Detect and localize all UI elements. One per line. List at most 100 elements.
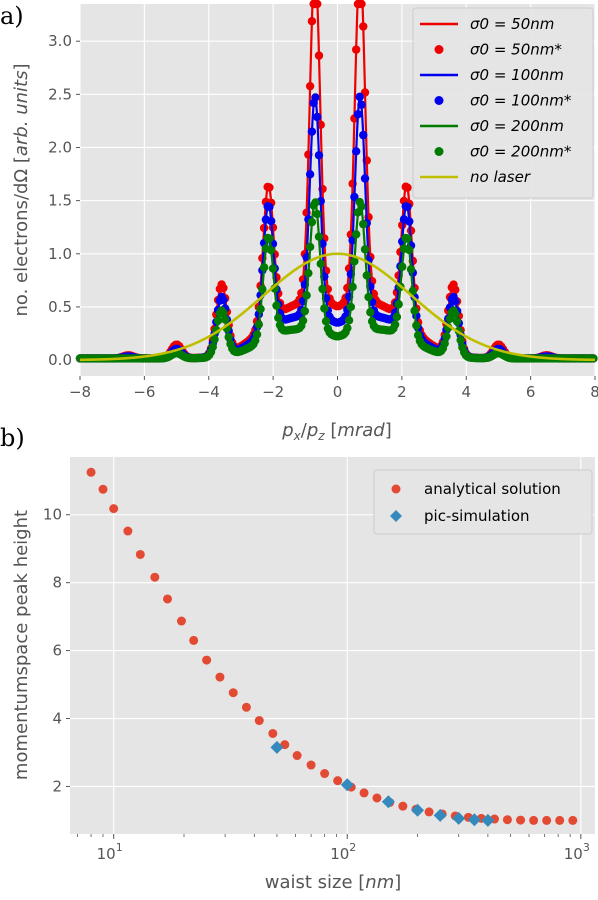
panel-b-y-label: momentumspace peak height	[11, 510, 32, 780]
panel-a-legend-marker	[434, 147, 444, 156]
panel-b-analytical-point	[135, 549, 145, 559]
panel-a-x-tick-label: −6	[133, 383, 155, 401]
panel-a-y-tick-label: 3.0	[48, 32, 72, 50]
panel-a-x-tick-label: 8	[590, 383, 598, 401]
panel-a-legend-label: σ0 = 100nm	[470, 66, 564, 84]
panel-b-y-tick-label: 6	[52, 642, 62, 660]
panel-a-data	[75, 0, 598, 363]
panel-b-analytical-point	[555, 815, 565, 825]
panel-b-analytical-point	[86, 467, 96, 477]
panel-b-y-tick-label: 8	[52, 574, 62, 592]
panel-b-pic-point	[340, 778, 354, 792]
panel-b-tag: b)	[0, 424, 25, 452]
panel-b-analytical-point	[516, 815, 526, 825]
panel-b-analytical-point	[202, 655, 212, 665]
panel-a-x-ticks: −8 −6 −4 −2 0 2 4 6 8	[69, 376, 598, 401]
panel-b-pic-point	[481, 813, 495, 827]
panel-b-analytical-point	[306, 760, 316, 770]
panel-b-analytical-point	[502, 815, 512, 825]
panel-a-legend-label: σ0 = 50nm	[470, 15, 554, 33]
panel-b-analytical-point	[98, 484, 108, 494]
panel-b-x-ticks: 101 102 103	[77, 834, 590, 863]
panel-b-analytical-point	[542, 815, 552, 825]
panel-b-analytical-point	[176, 616, 186, 626]
panel-b-analytical-point	[529, 815, 539, 825]
panel-b-legend-label: analytical solution	[424, 480, 561, 498]
panel-a-y-tick-label: 0.5	[48, 298, 72, 316]
panel-b-analytical-point	[189, 635, 199, 645]
panel-a-x-tick-label: 6	[526, 383, 536, 401]
panel-b-legend-marker-pic	[390, 510, 402, 522]
panel-b-analytical-point	[123, 526, 133, 536]
panel-b-analytical-point	[228, 688, 238, 698]
panel-a-y-tick-label: 1.5	[48, 192, 72, 210]
panel-a-x-tick-label: 0	[333, 383, 343, 401]
panel-b-x-tick-label: 101	[97, 841, 123, 863]
panel-b-legend: analytical solution pic-simulation	[373, 469, 593, 535]
panel-b-analytical-point	[359, 788, 369, 798]
panel-b-y-tick-label: 10	[43, 506, 62, 524]
panel-b-x-tick-label: 102	[330, 841, 356, 863]
panel-b-analytical-point	[292, 751, 302, 761]
panel-a-legend-label: σ0 = 200nm*	[470, 143, 572, 161]
panel-a-y-ticks: 0.0 0.5 1.0 1.5 2.0 2.5 3.0	[48, 32, 80, 369]
panel-a: −8 −6 −4 −2 0 2 4 6 8 0.0 0.5 1.0 1.5 2.0 2.5 3.0 px/p…	[11, 0, 598, 443]
panel-b-pic-point	[270, 740, 284, 754]
panel-b-x-tick-exponent: 1	[116, 841, 123, 854]
panel-a-x-label: px/pz [mrad]	[281, 420, 392, 443]
panel-b-analytical-point	[424, 807, 434, 817]
panel-b-analytical-point	[398, 801, 408, 811]
panel-b-analytical-point	[372, 793, 382, 803]
panel-b-analytical-point	[333, 776, 343, 786]
panel-a-legend: σ0 = 50nm σ0 = 50nm* σ0 = 100nm σ0 = 100nm*…	[412, 7, 594, 199]
panel-a-series-6-line	[79, 252, 596, 362]
panel-b-analytical-point	[109, 504, 119, 514]
panel-a-legend-label: σ0 = 50nm*	[470, 41, 562, 59]
panel-a-legend-label: σ0 = 200nm	[470, 117, 564, 135]
panel-b-y-tick-label: 2	[52, 777, 62, 795]
panel-a-x-tick-label: 4	[461, 383, 471, 401]
panel-a-y-label: no. electrons/dΩ [arb. units]	[11, 63, 32, 316]
panel-a-y-tick-label: 2.0	[48, 138, 72, 156]
panel-b-analytical-point	[254, 716, 264, 726]
panel-a-legend-marker	[434, 96, 444, 105]
panel-a-x-tick-label: 2	[397, 383, 407, 401]
panel-b-analytical-point	[150, 572, 160, 582]
panel-b-data	[86, 467, 578, 827]
panel-b-x-tick-base: 10	[97, 845, 116, 863]
panel-b-pic-point	[467, 813, 481, 827]
panel-a-legend-label: σ0 = 100nm*	[470, 92, 572, 110]
panel-b-analytical-point	[215, 672, 225, 682]
panel-b-pic-points	[270, 740, 495, 827]
panel-b-analytical-point	[568, 815, 578, 825]
panel-b-pic-point	[452, 811, 466, 825]
panel-b-analytical-point	[268, 728, 278, 738]
panel-b-legend-marker-analytical	[391, 484, 401, 494]
panel-b-x-tick-base: 10	[330, 845, 349, 863]
panel-b-analytical-point	[163, 594, 173, 604]
panel-b-y-tick-label: 4	[52, 710, 62, 728]
panel-a-legend-label: no laser	[470, 168, 531, 186]
panel-b-legend-label: pic-simulation	[424, 507, 530, 525]
panel-b-x-tick-exponent: 2	[349, 841, 356, 854]
panel-b-y-ticks: 2 4 6 8 10	[43, 506, 70, 795]
panel-b-x-tick-exponent: 3	[583, 841, 590, 854]
panel-a-legend-marker	[434, 45, 444, 54]
panel-b-pic-point	[381, 795, 395, 809]
panel-a-series-4-line	[80, 201, 595, 360]
panel-a-series-5-markers	[75, 197, 598, 363]
panel-b-pic-point	[411, 803, 425, 817]
panel-b-analytical-point	[320, 769, 330, 779]
panel-a-x-tick-label: −8	[69, 383, 91, 401]
panel-a-legend-box	[412, 7, 594, 199]
panel-b-x-label: waist size [nm]	[265, 872, 402, 893]
panel-b-pic-point	[433, 808, 447, 822]
panel-a-x-tick-label: −2	[262, 383, 284, 401]
panel-b-analytical-point	[241, 702, 251, 712]
panel-a-y-tick-label: 1.0	[48, 245, 72, 263]
panel-a-x-tick-label: −4	[198, 383, 220, 401]
panel-a-y-tick-label: 0.0	[48, 351, 72, 369]
panel-a-y-tick-label: 2.5	[48, 85, 72, 103]
